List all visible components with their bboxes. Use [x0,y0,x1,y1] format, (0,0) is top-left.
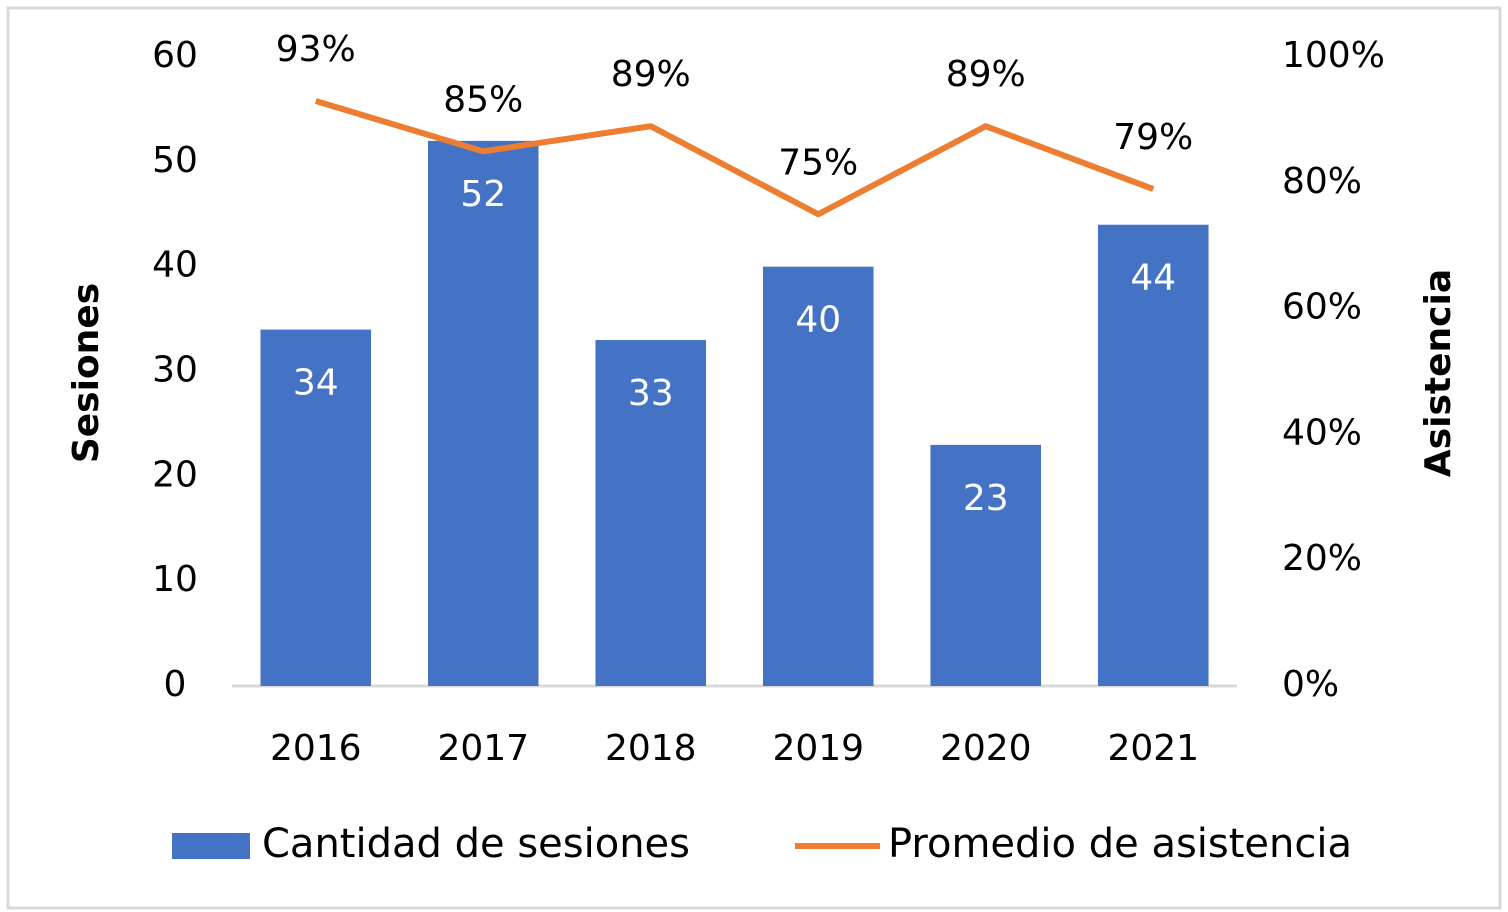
y-tick-label: 60 [152,35,198,76]
data-label: 89% [611,54,691,95]
y2-axis-title: Asistencia [1418,269,1459,477]
bar [930,444,1042,686]
data-label: 34 [293,363,339,404]
bar [762,266,874,686]
y2-tick-label: 60% [1282,287,1362,328]
x-tick-label: 2020 [940,728,1032,769]
legend-swatch [172,833,250,859]
y2-tick-label: 0% [1282,664,1339,705]
data-label: 75% [778,142,858,183]
y-tick-label: 40 [152,245,198,286]
y-axis-title: Sesiones [66,283,107,463]
y2-tick-label: 80% [1282,161,1362,202]
bar [1097,224,1209,686]
data-label: 85% [443,79,523,120]
y-tick-label: 30 [152,350,198,391]
x-tick-label: 2021 [1107,728,1199,769]
x-tick-label: 2017 [437,728,529,769]
y2-tick-label: 40% [1282,412,1362,453]
data-label: 52 [460,174,506,215]
bar [595,340,707,686]
bar [427,140,539,686]
y-tick-label: 20 [152,454,198,495]
data-label: 79% [1113,117,1193,158]
y-tick-label: 0 [164,664,187,705]
data-label: 89% [946,54,1026,95]
legend-label: Promedio de asistencia [888,821,1352,867]
data-label: 40 [795,300,841,341]
y2-tick-label: 20% [1282,538,1362,579]
chart-frame [6,6,1502,910]
data-label: 93% [276,29,356,70]
y-tick-label: 50 [152,140,198,181]
x-tick-label: 2018 [605,728,697,769]
line [314,98,1155,218]
data-label: 23 [963,478,1009,519]
y2-tick-label: 100% [1282,35,1385,76]
bar [260,329,372,686]
x-tick-label: 2016 [270,728,362,769]
data-label: 33 [628,373,674,414]
y-tick-label: 10 [152,559,198,600]
data-label: 44 [1130,258,1176,299]
legend-label: Cantidad de sesiones [262,821,690,867]
x-tick-label: 2019 [772,728,864,769]
